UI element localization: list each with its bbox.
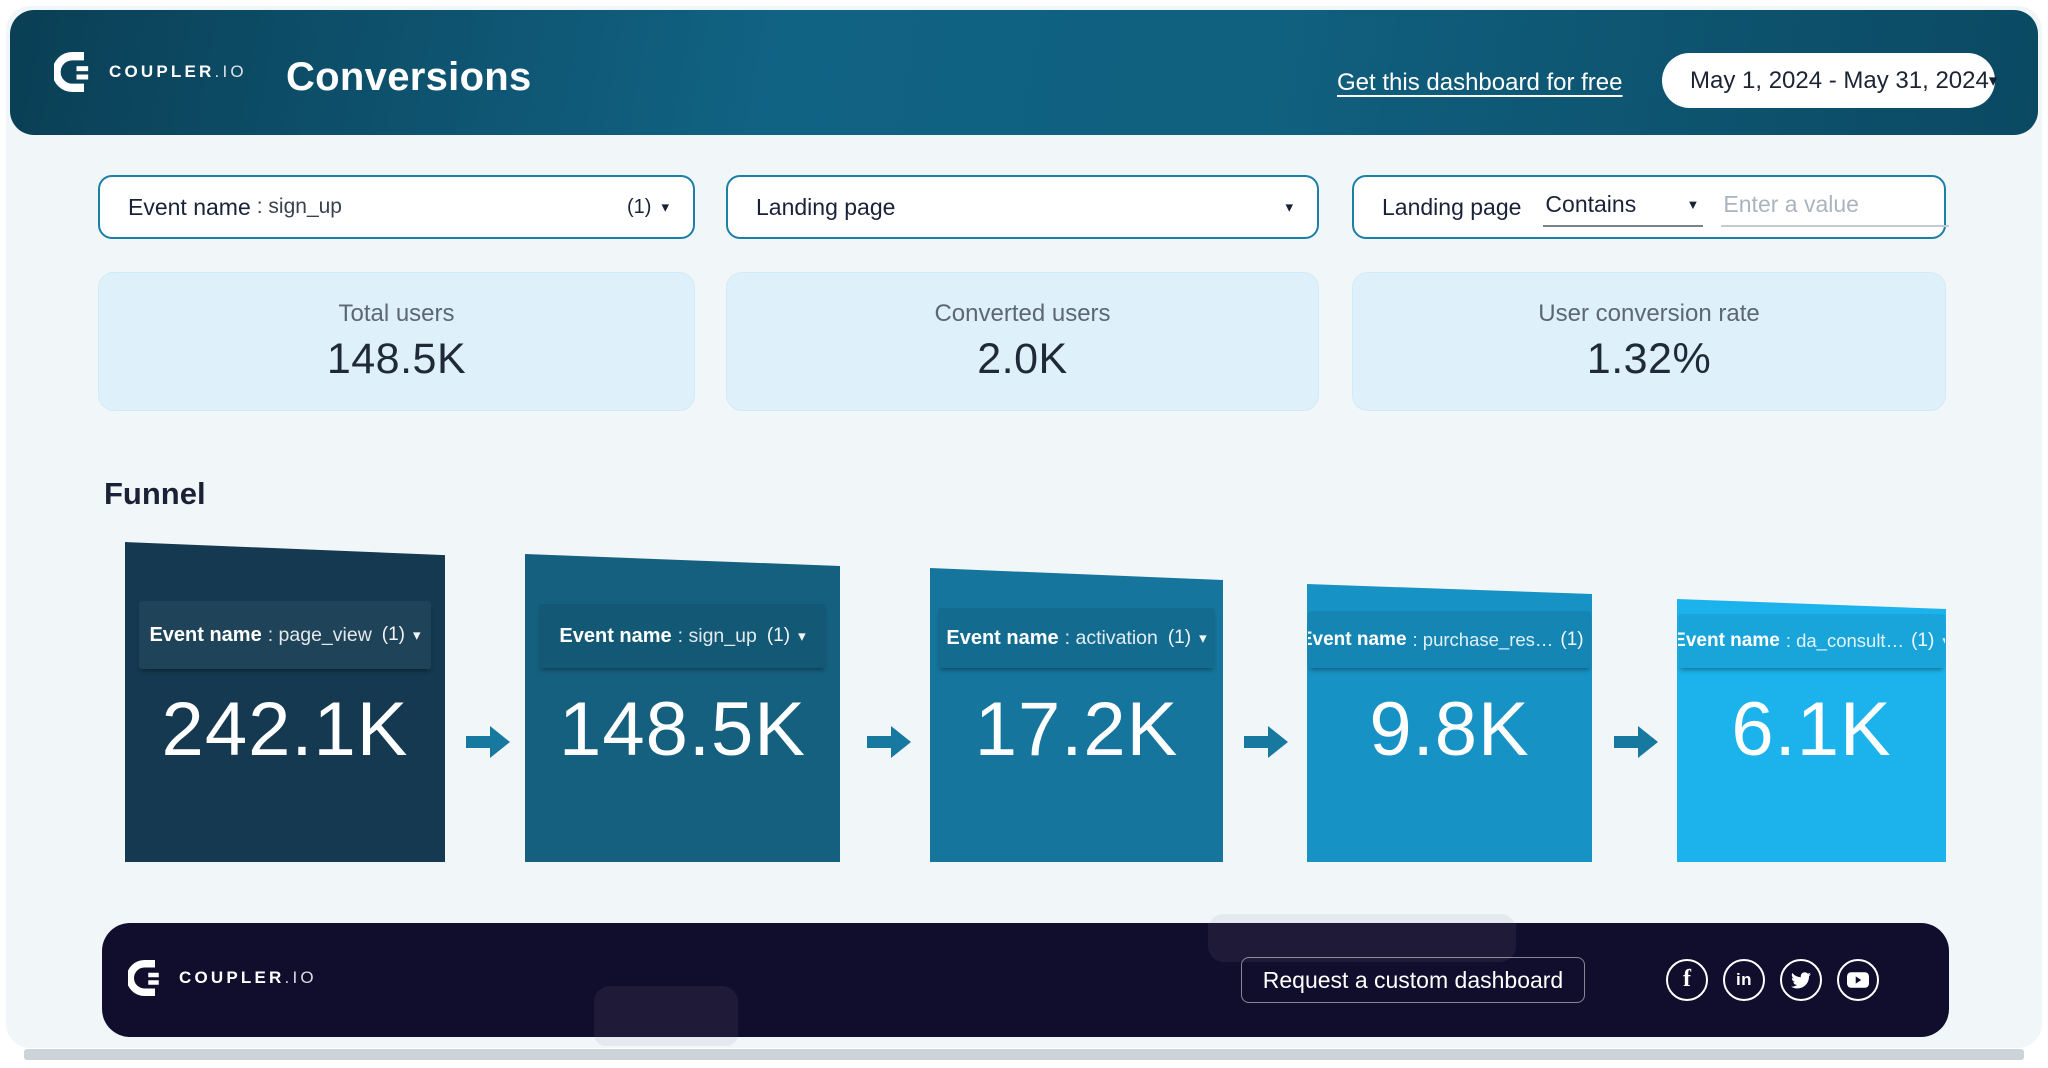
- linkedin-icon[interactable]: in: [1723, 959, 1765, 1001]
- funnel-arrow-icon: [1244, 726, 1288, 758]
- stage-filter-label: Event name: [1678, 630, 1780, 651]
- page-title: Conversions: [286, 55, 532, 99]
- funnel-stage-consult: Event name: da_consult… (1) ▾ 6.1K: [1677, 599, 1946, 862]
- operator-select[interactable]: Contains ▼: [1543, 187, 1704, 227]
- stage-filter-count: (1): [1167, 627, 1192, 648]
- stage-filter-value: : sign_up: [677, 624, 757, 647]
- request-dashboard-button[interactable]: Request a custom dashboard: [1241, 957, 1585, 1003]
- chevron-down-icon: ▾: [798, 627, 806, 645]
- chevron-down-icon: ▾: [1285, 198, 1293, 216]
- funnel-stage-purchase: Event name: purchase_res… (1) ▾ 9.8K: [1307, 584, 1592, 862]
- decorative-shape: [594, 1034, 738, 1046]
- stage-value: 9.8K: [1369, 687, 1530, 772]
- filter-label: Landing page: [756, 193, 896, 220]
- stage-filter-value: : purchase_res…: [1412, 628, 1554, 650]
- brand-logo: COUPLER.IO: [54, 50, 247, 94]
- decorative-shape: [1208, 923, 1516, 962]
- footer-bar: COUPLER.IO Request a custom dashboard f …: [102, 923, 1949, 1037]
- stage-filter-label: Event name: [946, 626, 1059, 649]
- next-section-edge: [24, 1049, 2024, 1060]
- brand-name: COUPLER.IO: [109, 62, 247, 81]
- facebook-icon[interactable]: f: [1666, 959, 1708, 1001]
- stage-filter-count: (1): [381, 624, 406, 645]
- stage-value: 242.1K: [161, 687, 409, 772]
- stage-filter-count: (1): [1560, 628, 1584, 650]
- stage-filter-label: Event name: [1308, 628, 1407, 650]
- funnel-arrow-icon: [867, 726, 911, 758]
- decorative-shape: [594, 986, 738, 1037]
- filter-label: Landing page: [1382, 193, 1522, 220]
- stage-filter-value: : page_view: [267, 623, 372, 646]
- get-dashboard-link[interactable]: Get this dashboard for free: [1337, 69, 1623, 96]
- page-background: [6, 6, 2042, 1048]
- chevron-down-icon: ▾: [1942, 634, 1945, 649]
- header-bar: COUPLER.IO Conversions Get this dashboar…: [10, 10, 2038, 135]
- kpi-value: 148.5K: [326, 334, 467, 383]
- funnel-stage-activation: Event name: activation (1) ▾ 17.2K: [930, 568, 1223, 862]
- stage-filter-dropdown[interactable]: Event name: da_consult… (1) ▾: [1678, 614, 1945, 668]
- event-name-filter[interactable]: Event name : sign_up (1) ▾: [98, 175, 695, 239]
- stage-filter-dropdown[interactable]: Event name: purchase_res… (1) ▾: [1308, 611, 1591, 668]
- stage-filter-dropdown[interactable]: Event name: activation (1) ▾: [938, 608, 1215, 668]
- filter-value-input[interactable]: [1721, 187, 1950, 227]
- chevron-down-icon: ▾: [1988, 70, 1998, 90]
- stage-filter-dropdown[interactable]: Event name: sign_up (1) ▾: [539, 604, 826, 668]
- stage-filter-dropdown[interactable]: Event name: page_view (1) ▾: [139, 601, 431, 669]
- kpi-value: 2.0K: [977, 334, 1068, 383]
- coupler-logo-icon: [128, 960, 159, 996]
- kpi-user-conversion-rate: User conversion rate 1.32%: [1352, 272, 1946, 411]
- footer-brand-logo: COUPLER.IO: [128, 958, 317, 998]
- chevron-down-icon: ▼: [1686, 197, 1700, 212]
- kpi-label: User conversion rate: [1538, 299, 1760, 327]
- landing-page-contains-filter: Landing page Contains ▼: [1352, 175, 1950, 239]
- social-links: f in: [1666, 959, 1879, 1001]
- funnel-heading: Funnel: [104, 476, 206, 511]
- date-range-picker[interactable]: May 1, 2024 - May 31, 2024 ▾: [1662, 53, 1998, 108]
- filter-selection-count: (1): [627, 195, 652, 218]
- coupler-logo-icon: [54, 51, 89, 92]
- chevron-down-icon: ▾: [1199, 629, 1207, 647]
- stage-value: 17.2K: [974, 687, 1179, 772]
- funnel-arrow-icon: [1614, 726, 1658, 758]
- kpi-label: Total users: [338, 299, 455, 327]
- stage-filter-label: Event name: [149, 623, 262, 646]
- funnel-arrow-icon: [466, 726, 510, 758]
- chevron-down-icon: ▾: [413, 626, 421, 644]
- footer-brand-name: COUPLER.IO: [179, 968, 317, 987]
- date-range-value: May 1, 2024 - May 31, 2024: [1690, 66, 1989, 94]
- twitter-icon[interactable]: [1780, 959, 1822, 1001]
- filter-selected-value: : sign_up: [256, 195, 342, 218]
- youtube-icon[interactable]: [1837, 959, 1879, 1001]
- stage-value: 148.5K: [559, 687, 806, 772]
- kpi-value: 1.32%: [1586, 334, 1712, 383]
- operator-value: Contains: [1545, 191, 1637, 217]
- kpi-label: Converted users: [934, 299, 1111, 327]
- stage-filter-value: : activation: [1064, 626, 1158, 649]
- filter-label: Event name: [128, 193, 251, 220]
- kpi-converted-users: Converted users 2.0K: [726, 272, 1319, 411]
- stage-filter-value: : da_consult…: [1785, 630, 1905, 651]
- kpi-total-users: Total users 148.5K: [98, 272, 695, 411]
- chevron-down-icon: ▾: [661, 198, 669, 216]
- funnel-stage-page-view: Event name: page_view (1) ▾ 242.1K: [125, 542, 445, 862]
- stage-value: 6.1K: [1731, 687, 1892, 772]
- stage-filter-count: (1): [1911, 630, 1935, 651]
- stage-filter-label: Event name: [559, 624, 672, 647]
- funnel-stage-sign-up: Event name: sign_up (1) ▾ 148.5K: [525, 554, 840, 862]
- landing-page-filter[interactable]: Landing page ▾: [726, 175, 1319, 239]
- stage-filter-count: (1): [766, 625, 791, 646]
